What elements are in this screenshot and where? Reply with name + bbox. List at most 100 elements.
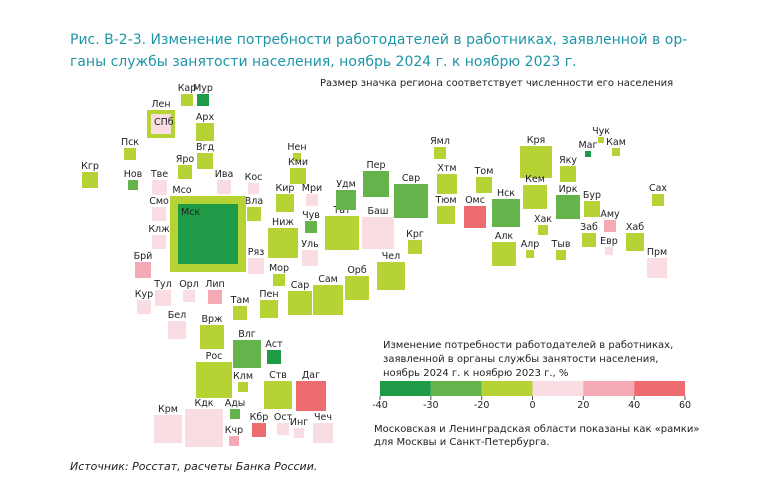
legend-swatch (532, 381, 584, 396)
region-tile (345, 276, 369, 300)
region-label: Сам (318, 274, 338, 285)
region-label: Влг (238, 329, 256, 340)
region-tile (313, 285, 343, 315)
region-tile (492, 199, 520, 227)
legend-swatch (430, 381, 482, 396)
region-label: Свр (402, 173, 420, 184)
region-label: Брй (134, 251, 153, 262)
region-tile (276, 194, 294, 212)
region-label: Тат (332, 205, 351, 216)
region-label: Кря (527, 135, 546, 146)
legend-title: ноябрь 2024 г. к ноябрю 2023 г., % (383, 368, 568, 379)
region-tile (128, 180, 138, 190)
region-tile (267, 350, 281, 364)
region-label: Бур (583, 190, 601, 201)
region-tile (584, 201, 600, 217)
region-tile (492, 242, 516, 266)
region-label: Хтм (437, 163, 456, 174)
region-label: Ады (225, 398, 246, 409)
region-label: Тул (153, 279, 172, 290)
region-label: Клж (148, 224, 170, 235)
region-tile (260, 300, 278, 318)
legend-tick-label: -40 (372, 400, 388, 411)
region-tile (152, 180, 167, 195)
region-label: Кур (135, 289, 153, 300)
region-label: Аст (265, 339, 283, 350)
region-label: Прм (647, 247, 667, 258)
region-label: Клм (233, 371, 253, 382)
region-tile (437, 206, 455, 224)
region-label: Ирк (559, 184, 578, 195)
region-tile (273, 274, 285, 286)
region-tile (556, 250, 566, 260)
region-label: Ств (269, 370, 287, 381)
title-line: ганы службы занятости населения, ноябрь … (70, 54, 577, 70)
legend-swatch (634, 381, 685, 396)
region-tile (154, 415, 182, 443)
region-tile (560, 166, 576, 182)
region-label: Алр (521, 239, 540, 250)
region-label: Орл (179, 279, 199, 290)
region-label: Кем (525, 174, 545, 185)
region-tile (434, 147, 446, 159)
region-label: Орб (347, 265, 367, 276)
legend-tick-label: 20 (577, 400, 589, 411)
region-tile (137, 300, 151, 314)
region-tile (377, 262, 405, 290)
region-label: Кдк (194, 398, 213, 409)
region-label: Бел (168, 310, 186, 321)
region-tile (464, 206, 486, 228)
region-label: Мсо (172, 185, 191, 196)
region-label: Мри (302, 183, 322, 194)
region-tile (363, 171, 389, 197)
region-label: Яку (559, 155, 577, 166)
region-label: Пск (121, 137, 139, 148)
region-label: Там (230, 295, 250, 306)
region-label: Врж (201, 314, 223, 325)
region-label: Аму (600, 209, 620, 220)
region-tile (598, 137, 604, 143)
region-tile (476, 177, 492, 193)
region-tile (296, 381, 326, 411)
region-tile (582, 233, 596, 247)
region-label: Кчр (225, 425, 243, 436)
region-label: Крм (158, 404, 178, 415)
region-tile (124, 148, 136, 160)
region-label: Нен (287, 142, 306, 153)
note: Размер значка региона соответствует числ… (320, 78, 673, 89)
region-tile (196, 123, 214, 141)
region-label: Уль (301, 239, 319, 250)
region-tile (268, 228, 298, 258)
region-label: Чув (302, 210, 320, 221)
region-tile (520, 146, 552, 178)
region-tile (290, 168, 306, 184)
legend-swatch (380, 381, 431, 396)
region-label: Инг (290, 417, 308, 428)
region-label: Пен (259, 289, 278, 300)
city-label: СПб (154, 117, 174, 128)
region-label: Крг (406, 229, 424, 240)
legend-tick-label: -30 (423, 400, 439, 411)
region-tile (230, 409, 240, 419)
region-label: Удм (336, 179, 356, 190)
region-label: Нск (497, 188, 515, 199)
region-tile (264, 381, 292, 409)
region-tile (604, 220, 616, 232)
region-tile (178, 165, 192, 179)
region-label: Пер (366, 160, 385, 171)
region-label: Смо (149, 196, 169, 207)
region-tile (523, 185, 547, 209)
region-tile (185, 409, 223, 447)
region-label: Баш (367, 206, 388, 217)
legend-tick-label: -20 (474, 400, 490, 411)
region-label: Хаб (626, 222, 644, 233)
region-label: Евр (600, 236, 618, 247)
legend-title: Изменение потребности работодателей в ра… (383, 340, 673, 351)
region-tile (585, 151, 591, 157)
region-label: Тыв (551, 239, 571, 250)
region-tile (277, 423, 289, 435)
region-label: Заб (580, 222, 598, 233)
region-label: Арх (196, 112, 215, 123)
region-tile (247, 207, 261, 221)
